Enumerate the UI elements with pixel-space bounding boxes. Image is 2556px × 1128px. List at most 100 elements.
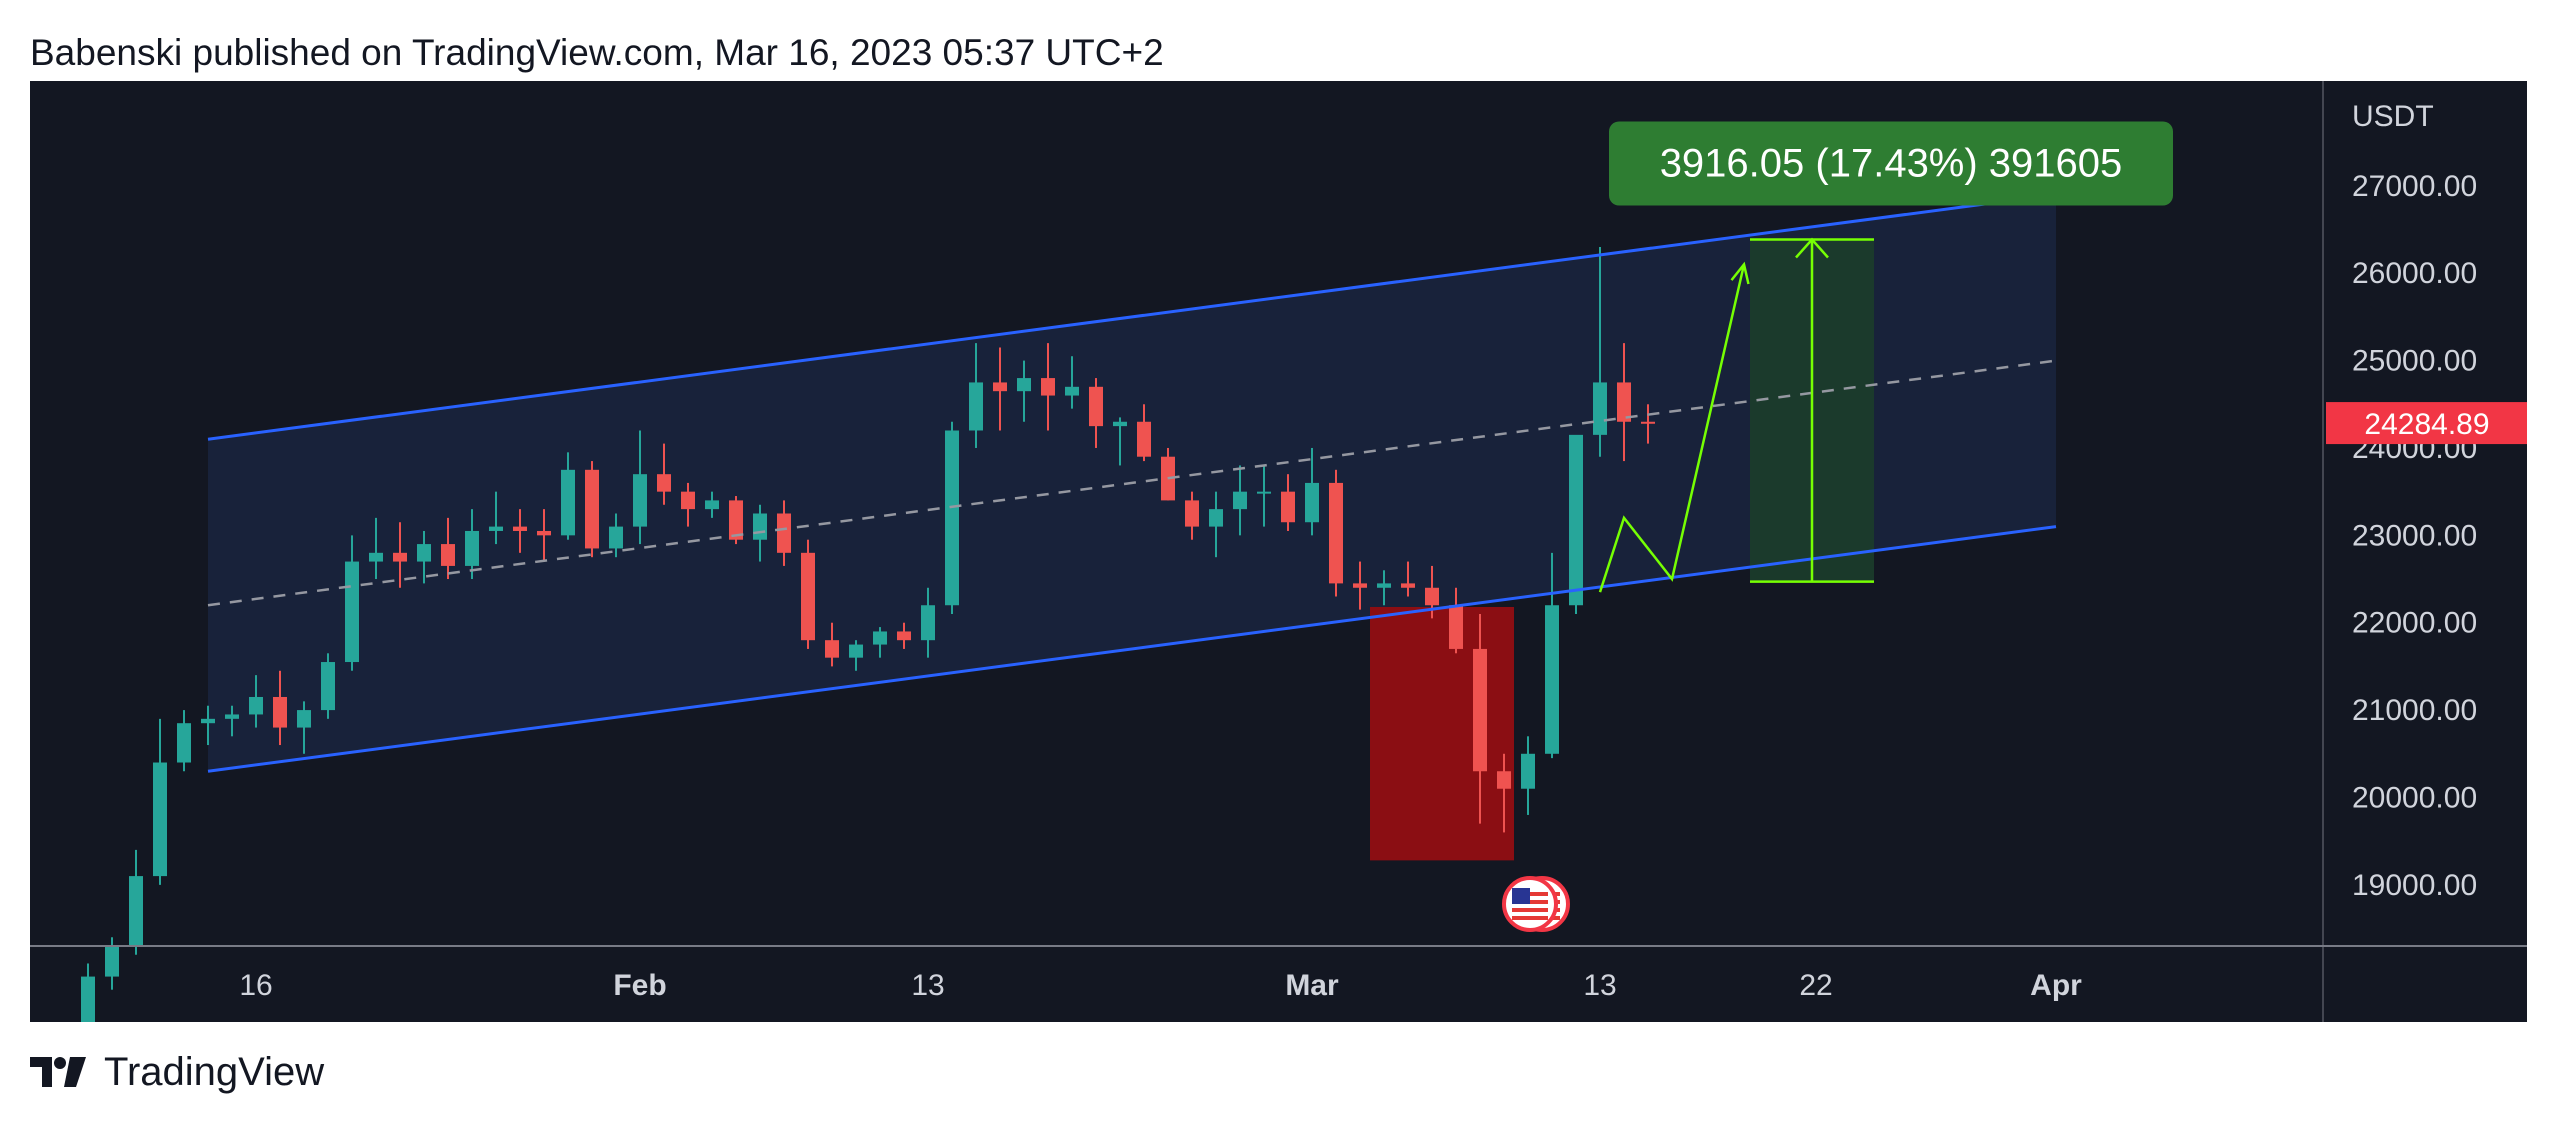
candle-body <box>681 491 695 510</box>
candle-body <box>1641 421 1655 424</box>
candle-body <box>945 430 959 606</box>
candle-body <box>993 382 1007 392</box>
candle-body <box>81 976 95 1022</box>
candle-body <box>657 474 671 492</box>
candle-body <box>369 552 383 562</box>
candle-body <box>1593 382 1607 435</box>
candle-body <box>849 644 863 658</box>
candle-body <box>1041 378 1055 396</box>
candle-body <box>1281 491 1295 523</box>
publish-attribution: Babenski published on TradingView.com, M… <box>30 32 1164 73</box>
target-arrowhead <box>1795 237 1829 259</box>
channel-upper-line[interactable] <box>207 193 2057 441</box>
drawings-layer[interactable] <box>207 193 2057 773</box>
candle-body <box>1113 421 1127 427</box>
price-tick-label: 19000.00 <box>2352 869 2477 902</box>
price-chart[interactable]: USDT27000.0026000.0025000.0024000.002300… <box>30 81 2527 1022</box>
candle-body <box>273 696 287 728</box>
candle-body <box>489 526 503 531</box>
candle-body <box>777 513 791 553</box>
candle-body <box>969 382 983 431</box>
candle-body <box>1185 500 1199 527</box>
time-tick-label: 13 <box>911 969 944 1002</box>
candle-body <box>201 718 215 724</box>
time-tick-label: Apr <box>2030 969 2082 1002</box>
price-tick-label: 20000.00 <box>2352 781 2477 814</box>
candle-body <box>1233 491 1247 510</box>
candle-body <box>801 552 815 641</box>
last-price-tag <box>2326 402 2527 445</box>
time-tick-label: 16 <box>239 969 272 1002</box>
candle-body <box>921 605 935 641</box>
candle-body <box>249 696 263 715</box>
measure-label-text: 3916.05 (17.43%) 391605 <box>1660 141 2123 185</box>
candle-body <box>1401 583 1415 588</box>
price-tick-label: 27000.00 <box>2352 170 2477 203</box>
candle-body <box>1089 386 1103 427</box>
flag-stripe <box>1512 916 1548 920</box>
candle-body <box>177 723 191 763</box>
footer-brand: TradingView <box>104 1049 325 1094</box>
price-tick-label: 21000.00 <box>2352 694 2477 727</box>
candle-body <box>561 469 575 536</box>
channel-mid-line[interactable] <box>207 359 2057 607</box>
candle-body <box>1257 491 1271 494</box>
time-tick-label: 13 <box>1583 969 1616 1002</box>
candle-body <box>297 710 311 728</box>
chart-area[interactable]: USDT 27000.00 26000.00 25000.00 24000.00 2300… <box>30 81 2527 1022</box>
candle-body <box>105 946 119 977</box>
candle-body <box>1617 382 1631 422</box>
candle-body <box>513 526 527 531</box>
candle-body <box>1569 434 1583 606</box>
candle-body <box>753 513 767 540</box>
demand-zone-box <box>1370 606 1514 861</box>
candle-body <box>609 526 623 549</box>
time-tick-label: Feb <box>613 969 666 1002</box>
flag-canton <box>1512 888 1530 904</box>
price-tick-label: 23000.00 <box>2352 519 2477 552</box>
candle-body <box>1425 587 1439 606</box>
candle-body <box>585 469 599 549</box>
candle-body <box>633 474 647 527</box>
candle-body <box>321 662 335 711</box>
price-tick-label: 26000.00 <box>2352 257 2477 290</box>
time-tick-label: 22 <box>1799 969 1832 1002</box>
candle-body <box>873 631 887 645</box>
candle-body <box>441 544 455 566</box>
candle-body <box>417 544 431 562</box>
measure-label-box <box>1609 121 2173 206</box>
candle-body <box>1353 583 1367 588</box>
candle-body <box>393 552 407 562</box>
candle-body <box>705 500 719 510</box>
candle-body <box>129 876 143 946</box>
candle-body <box>1377 583 1391 588</box>
projection-arrowhead <box>1730 261 1750 285</box>
candle-body <box>1497 771 1511 789</box>
time-tick-label: Mar <box>1285 969 1339 1002</box>
candles-layer <box>81 247 1655 1022</box>
candle-body <box>1449 605 1463 649</box>
candle-body <box>225 714 239 719</box>
tradingview-logo-icon <box>30 1057 86 1087</box>
candle-body <box>1545 605 1559 754</box>
candle-body <box>729 500 743 540</box>
candle-body <box>1209 509 1223 527</box>
candle-body <box>537 530 551 536</box>
candle-body <box>153 762 167 877</box>
flag-stripe <box>1512 908 1548 912</box>
candle-body <box>1473 648 1487 772</box>
candle-body <box>1329 482 1343 584</box>
projection-path[interactable] <box>1598 264 1746 593</box>
axes-layer: USDT27000.0026000.0025000.0024000.002300… <box>30 81 2527 1022</box>
last-price-text: 24284.89 <box>2364 408 2489 441</box>
price-tick-label: 25000.00 <box>2352 345 2477 378</box>
price-axis-currency: USDT <box>2352 100 2434 133</box>
overlay-layer: 3916.05 (17.43%) 391605 24284.89 <box>1502 121 2527 932</box>
channel-lower-line[interactable] <box>207 525 2057 773</box>
candle-body <box>465 530 479 566</box>
candle-body <box>1137 421 1151 457</box>
candle-body <box>825 640 839 658</box>
price-tick-label: 22000.00 <box>2352 607 2477 640</box>
candle-body <box>1521 753 1535 789</box>
candle-body <box>1017 378 1031 392</box>
